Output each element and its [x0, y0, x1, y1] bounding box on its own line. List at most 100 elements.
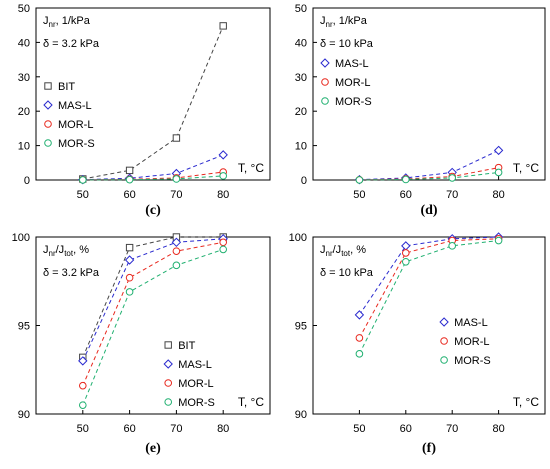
data-point — [494, 168, 503, 177]
x-tick-label: 50 — [353, 189, 365, 201]
data-point — [124, 255, 135, 265]
legend-label: MOR-S — [335, 96, 372, 108]
y-tick-label: 0 — [24, 175, 30, 187]
x-axis-label: T, °C — [513, 161, 539, 175]
x-tick-label: 50 — [353, 423, 365, 435]
x-tick-label: 80 — [217, 423, 229, 435]
legend-label: MAS-L — [335, 58, 369, 70]
data-point — [219, 172, 227, 180]
y-tick-label: 95 — [295, 321, 307, 333]
data-point — [172, 175, 181, 183]
series-line — [359, 149, 499, 181]
legend-label: MOR-S — [58, 138, 95, 150]
series-line — [82, 154, 224, 181]
data-point — [494, 236, 503, 245]
data-point — [219, 238, 227, 247]
series-line — [82, 25, 224, 180]
legend: BIT MAS-L MOR-L MOR-S — [163, 340, 215, 409]
legend: MAS-L MOR-L MOR-S — [439, 317, 491, 367]
data-point — [172, 134, 181, 142]
y-tick-label: 20 — [295, 106, 307, 118]
chart-panel-3: 90 95 100 50 60 70 80 T, °C Jnr/Jtot, % δ = 3.2 k… — [12, 232, 271, 456]
series-line — [82, 236, 224, 358]
legend-marker — [164, 398, 173, 406]
y-axis-label-part: J — [320, 15, 326, 27]
data-point — [125, 166, 134, 175]
y-axis-label-subscript: nr — [49, 20, 56, 29]
y-axis-label-part: J — [43, 15, 49, 27]
data-point — [355, 334, 364, 342]
y-tick-label: 30 — [18, 72, 30, 84]
data-point — [125, 273, 134, 282]
series-line — [82, 248, 224, 406]
data-point — [79, 176, 87, 184]
data-point — [355, 350, 364, 358]
data-point — [172, 261, 181, 270]
x-tick-label: 80 — [217, 189, 229, 201]
legend: MAS-L MOR-L MOR-S — [320, 58, 372, 108]
legend-label: MOR-L — [178, 378, 213, 390]
data-point — [218, 150, 228, 160]
condition-label: δ = 3.2 kPa — [43, 267, 100, 279]
data-point — [79, 401, 87, 409]
legend-marker — [440, 337, 448, 345]
y-axis-label: Jnr, 1/kPa — [320, 15, 368, 29]
y-tick-label: 40 — [18, 37, 30, 49]
y-axis-label: Jnr/Jtot, % — [320, 244, 366, 258]
series-line — [358, 236, 499, 316]
data-point — [493, 145, 504, 156]
x-axis-label: T, °C — [513, 395, 539, 409]
data-point — [355, 176, 364, 184]
condition-label: δ = 10 kPa — [320, 38, 374, 50]
legend-label: MOR-S — [454, 355, 491, 367]
panel-label: (c) — [145, 203, 161, 218]
legend-label: BIT — [178, 340, 195, 352]
data-point — [78, 356, 88, 366]
series-line — [82, 175, 224, 181]
legend-label: MOR-L — [454, 336, 489, 348]
data-point — [402, 175, 410, 184]
y-tick-label: 50 — [295, 3, 307, 15]
y-axis-label: Jnr/Jtot, % — [43, 244, 89, 258]
plot-frame — [312, 7, 546, 181]
y-axis-label-subscript: nr — [326, 249, 333, 258]
data-point — [402, 257, 410, 266]
y-axis-label-part: /J — [333, 244, 342, 256]
x-axis-label: T, °C — [238, 161, 264, 175]
x-tick-label: 70 — [446, 189, 458, 201]
legend-label: MOR-L — [335, 77, 370, 89]
x-tick-label: 60 — [123, 189, 135, 201]
legend-label: BIT — [58, 81, 75, 93]
data-point — [448, 242, 457, 250]
data-point — [125, 243, 134, 252]
x-tick-label: 70 — [170, 189, 182, 201]
data-point — [219, 22, 227, 30]
y-axis-label-subscript: nr — [326, 20, 333, 29]
plot-frame — [35, 236, 271, 415]
legend-marker — [440, 356, 448, 364]
legend-marker — [439, 317, 449, 327]
data-point — [125, 175, 134, 184]
x-tick-label: 70 — [446, 423, 458, 435]
plot-frame — [35, 7, 271, 181]
series-line — [82, 238, 224, 362]
y-tick-label: 20 — [18, 106, 30, 118]
legend-label: MAS-L — [178, 359, 212, 371]
x-tick-label: 80 — [492, 189, 504, 201]
legend-marker — [163, 359, 173, 369]
panel-label: (f) — [422, 441, 436, 456]
x-axis-label: T, °C — [238, 395, 264, 409]
legend-marker — [321, 78, 329, 86]
y-tick-label: 50 — [18, 3, 30, 15]
legend-marker — [164, 341, 172, 349]
legend-label: MOR-S — [178, 397, 215, 409]
y-tick-label: 10 — [295, 141, 307, 153]
series-line — [358, 238, 499, 339]
data-point — [401, 241, 411, 251]
data-point — [171, 237, 182, 248]
legend-label: MOR-L — [58, 119, 93, 131]
y-axis-label-subscript: tot — [64, 249, 74, 258]
x-tick-label: 80 — [492, 423, 504, 435]
